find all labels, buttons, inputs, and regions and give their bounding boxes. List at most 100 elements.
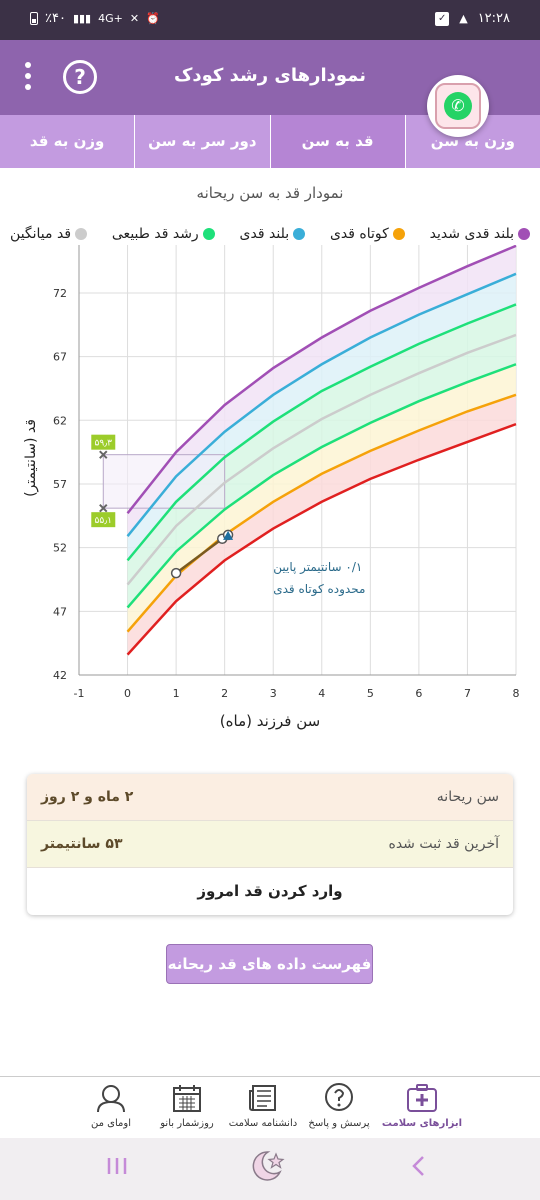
nav-qa[interactable]: پرسش و پاسخ [301,1077,377,1138]
band-area [127,304,517,585]
clock: ۱۲:۲۸ [477,11,510,26]
battery-icon [30,12,38,25]
y-tick-label: 42 [53,669,67,682]
y-tick-label: 47 [53,605,67,618]
nav-encyclopedia[interactable]: دانشنامه سلامت [225,1077,301,1138]
nav-health-tools[interactable]: ابزارهای سلامت [377,1077,467,1138]
legend-dot [293,228,306,240]
x-tick-label: 2 [221,687,228,700]
more-options-icon[interactable] [24,62,32,94]
status-right: ✓ ▲ ۱۲:۲۸ [435,11,510,26]
nav-calendar[interactable]: روزشمار بانو [149,1077,225,1138]
page-title: نمودارهای رشد کودک [173,65,367,86]
band-area [127,364,517,632]
recent-apps-icon[interactable] [106,1154,128,1178]
x-tick-label: -1 [74,687,85,700]
home-icon[interactable] [248,1148,288,1184]
legend-dot [75,228,88,240]
x-tick-label: 8 [513,687,520,700]
x-tick-label: 5 [367,687,374,700]
tab-weight-for-height[interactable]: وزن به قد [29,132,105,150]
network-type: 4G+ [98,12,123,25]
age-row: سن ریحانه ۲ ماه و ۲ روز [27,774,513,821]
birth-range-badge [91,434,116,450]
tab-head-for-age[interactable]: دور سر به سن [134,115,269,168]
nav-label: ابزارهای سلامت [381,1118,463,1129]
band-area [127,245,517,537]
series-line [126,422,517,656]
chart-annotation-line: محدوده کوتاه قدی [273,582,365,597]
last-height-label: آخرین قد ثبت شده [388,836,500,852]
y-tick-label: 52 [53,542,67,555]
chart-annotation-line: ۰/۱ سانتیمتر پایین [273,560,362,575]
series-line [126,363,517,609]
signal-icon: ▮▮▮ [72,12,92,25]
last-height-row: آخرین قد ثبت شده ۵۳ سانتیمتر [27,821,513,868]
x-tick-label: 1 [173,687,180,700]
last-height-value: ۵۳ سانتیمتر [41,836,123,852]
legend-label: قد میانگین [10,226,72,242]
user-icon [97,1085,125,1113]
series-line [126,272,517,537]
chart-legend: بلند قدی شدید کوتاه قدی بلند قدی رشد قد … [10,226,530,242]
series-line [126,333,517,586]
legend-dot [202,228,215,240]
child-height-point [170,567,182,579]
band-area [127,394,517,655]
nav-label: پرسش و پاسخ [308,1118,370,1129]
warning-icon: ▲ [459,12,468,25]
height-data-list-button[interactable]: فهرست داده های قد ریحانه [166,944,373,984]
y-tick-label: 67 [53,351,67,364]
series-line [126,303,517,562]
band-area [127,273,517,561]
series-line [126,245,517,515]
help-button[interactable]: ? [63,60,97,94]
age-value: ۲ ماه و ۲ روز [41,789,134,805]
download-notification-icon: ✓ [435,11,450,26]
birth-range-marker [99,503,108,513]
x-axis-title: سن فرزند (ماه) [219,712,321,730]
legend-label: بلند قدی [239,226,290,242]
legend-item: قد میانگین [10,226,88,242]
nav-profile[interactable]: اومای من [73,1077,149,1138]
age-label: سن ریحانه [436,789,499,805]
whatsapp-icon-frame: ✆ [435,83,481,129]
back-icon[interactable] [408,1154,430,1178]
y-tick-label: 57 [53,478,67,491]
y-tick-label: 72 [53,287,67,300]
question-bubble-icon [325,1083,353,1111]
x-tick-label: 0 [124,687,131,700]
chart-title: نمودار قد به سن ریحانه [196,184,344,202]
birth-range-value: ۵۵٫۱ [95,516,112,526]
legend-item: کوتاه قدی [330,226,405,242]
status-bar: ٪۴۰ ▮▮▮ 4G+ ✕ ⏰ ✓ ▲ ۱۲:۲۸ [0,0,540,40]
birth-range-value: ۵۹٫۳ [95,439,113,449]
calendar-icon [173,1085,201,1112]
x-tick-label: 6 [415,687,422,700]
y-axis-label: قد (سانتیمتر) [23,419,39,497]
whatsapp-button[interactable]: ✆ [427,75,489,137]
legend-item: بلند قدی شدید [430,226,530,242]
nav-label: روزشمار بانو [160,1118,214,1129]
info-card: سن ریحانه ۲ ماه و ۲ روز آخرین قد ثبت شده… [27,774,513,915]
current-point-marker [223,530,234,540]
legend-label: رشد قد طبیعی [111,226,199,242]
band-area [127,334,517,608]
alarm-icon: ⏰ [146,12,160,25]
newspaper-icon [249,1085,276,1111]
legend-dot [392,228,405,240]
bottom-nav: ابزارهای سلامت پرسش و پاسخ دانشنامه سلام… [0,1076,540,1138]
enter-today-height-button[interactable]: وارد کردن قد امروز [197,882,343,900]
mute-icon: ✕ [129,12,140,25]
birth-range-badge [91,512,116,528]
legend-item: رشد قد طبیعی [112,226,215,242]
status-left: ٪۴۰ ▮▮▮ 4G+ ✕ ⏰ [30,11,160,26]
x-tick-label: 3 [270,687,277,700]
tab-height-for-age[interactable]: قد به سن [269,115,405,168]
whatsapp-icon: ✆ [444,92,472,120]
nav-label: اومای من [91,1118,131,1129]
system-nav-bar [0,1138,540,1200]
x-tick-label: 7 [464,687,471,700]
